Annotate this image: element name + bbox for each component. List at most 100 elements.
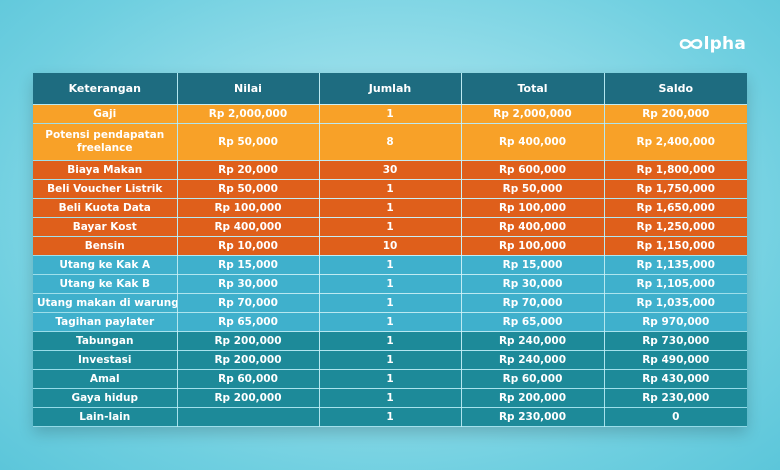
keterangan-cell: Amal (33, 369, 178, 389)
keterangan-cell: Bayar Kost (33, 217, 178, 237)
jumlah-cell: 1 (319, 293, 462, 313)
saldo-cell: Rp 1,150,000 (604, 236, 747, 256)
nilai-cell: Rp 60,000 (177, 369, 320, 389)
total-cell: Rp 100,000 (461, 236, 605, 256)
table-row: Tagihan paylater Rp 65,000 1 Rp 65,000 Rp 97… (33, 312, 747, 332)
nilai-cell: Rp 50,000 (177, 179, 320, 199)
jumlah-cell: 1 (319, 198, 462, 218)
budget-table-container: Keterangan Nilai Jumlah Total Saldo Gaji… (33, 73, 747, 427)
nilai-cell: Rp 70,000 (177, 293, 320, 313)
table-row: Utang ke Kak A Rp 15,000 1 Rp 15,000 Rp 1,13… (33, 255, 747, 275)
table-row: Potensi pendapatan freelance Rp 50,000 8 Rp… (33, 123, 747, 161)
table-row: Investasi Rp 200,000 1 Rp 240,000 Rp 490,000 (33, 350, 747, 370)
table-row: Utang ke Kak B Rp 30,000 1 Rp 30,000 Rp 1,10… (33, 274, 747, 294)
table-row: Beli Kuota Data Rp 100,000 1 Rp 100,000 Rp 1… (33, 198, 747, 218)
total-cell: Rp 200,000 (461, 388, 605, 408)
saldo-cell: Rp 1,135,000 (604, 255, 747, 275)
saldo-cell: Rp 1,250,000 (604, 217, 747, 237)
header-total: Total (461, 73, 605, 105)
alpha-logo-icon (679, 38, 702, 50)
nilai-cell: Rp 30,000 (177, 274, 320, 294)
table-body: Gaji Rp 2,000,000 1 Rp 2,000,000 Rp 200,000 P… (33, 104, 747, 427)
total-cell: Rp 400,000 (461, 123, 605, 161)
jumlah-cell: 1 (319, 407, 462, 427)
keterangan-cell: Lain-lain (33, 407, 178, 427)
nilai-cell: Rp 100,000 (177, 198, 320, 218)
jumlah-cell: 1 (319, 274, 462, 294)
saldo-cell: Rp 970,000 (604, 312, 747, 332)
saldo-cell: Rp 730,000 (604, 331, 747, 351)
saldo-cell: Rp 1,105,000 (604, 274, 747, 294)
table-row: Biaya Makan Rp 20,000 30 Rp 600,000 Rp 1,800… (33, 160, 747, 180)
keterangan-cell: Gaya hidup (33, 388, 178, 408)
header-saldo: Saldo (604, 73, 747, 105)
jumlah-cell: 8 (319, 123, 462, 161)
total-cell: Rp 50,000 (461, 179, 605, 199)
nilai-cell (177, 407, 320, 427)
total-cell: Rp 2,000,000 (461, 104, 605, 124)
table-row: Amal Rp 60,000 1 Rp 60,000 Rp 430,000 (33, 369, 747, 389)
jumlah-cell: 30 (319, 160, 462, 180)
saldo-cell: Rp 1,750,000 (604, 179, 747, 199)
nilai-cell: Rp 10,000 (177, 236, 320, 256)
nilai-cell: Rp 15,000 (177, 255, 320, 275)
jumlah-cell: 1 (319, 179, 462, 199)
nilai-cell: Rp 65,000 (177, 312, 320, 332)
keterangan-cell: Tabungan (33, 331, 178, 351)
saldo-cell: 0 (604, 407, 747, 427)
total-cell: Rp 15,000 (461, 255, 605, 275)
nilai-cell: Rp 20,000 (177, 160, 320, 180)
nilai-cell: Rp 200,000 (177, 388, 320, 408)
keterangan-cell: Utang ke Kak A (33, 255, 178, 275)
table-row: Bensin Rp 10,000 10 Rp 100,000 Rp 1,150,000 (33, 236, 747, 256)
table-row: Gaji Rp 2,000,000 1 Rp 2,000,000 Rp 200,000 (33, 104, 747, 124)
saldo-cell: Rp 230,000 (604, 388, 747, 408)
total-cell: Rp 65,000 (461, 312, 605, 332)
keterangan-cell: Investasi (33, 350, 178, 370)
table-row: Beli Voucher Listrik Rp 50,000 1 Rp 50,000 R… (33, 179, 747, 199)
keterangan-cell: Biaya Makan (33, 160, 178, 180)
saldo-cell: Rp 1,650,000 (604, 198, 747, 218)
table-row: Tabungan Rp 200,000 1 Rp 240,000 Rp 730,000 (33, 331, 747, 351)
saldo-cell: Rp 1,035,000 (604, 293, 747, 313)
jumlah-cell: 1 (319, 331, 462, 351)
total-cell: Rp 400,000 (461, 217, 605, 237)
jumlah-cell: 1 (319, 312, 462, 332)
total-cell: Rp 30,000 (461, 274, 605, 294)
nilai-cell: Rp 400,000 (177, 217, 320, 237)
saldo-cell: Rp 2,400,000 (604, 123, 747, 161)
nilai-cell: Rp 2,000,000 (177, 104, 320, 124)
nilai-cell: Rp 50,000 (177, 123, 320, 161)
total-cell: Rp 240,000 (461, 331, 605, 351)
jumlah-cell: 1 (319, 369, 462, 389)
saldo-cell: Rp 1,800,000 (604, 160, 747, 180)
table-row: Lain-lain 1 Rp 230,000 0 (33, 407, 747, 427)
keterangan-cell: Bensin (33, 236, 178, 256)
alpha-logo: lpha (679, 34, 746, 54)
jumlah-cell: 1 (319, 217, 462, 237)
nilai-cell: Rp 200,000 (177, 331, 320, 351)
jumlah-cell: 1 (319, 350, 462, 370)
saldo-cell: Rp 490,000 (604, 350, 747, 370)
header-jumlah: Jumlah (319, 73, 462, 105)
budget-table: Keterangan Nilai Jumlah Total Saldo Gaji… (33, 73, 747, 427)
keterangan-cell: Beli Voucher Listrik (33, 179, 178, 199)
total-cell: Rp 60,000 (461, 369, 605, 389)
keterangan-cell: Tagihan paylater (33, 312, 178, 332)
total-cell: Rp 240,000 (461, 350, 605, 370)
alpha-logo-text: lpha (703, 34, 746, 54)
jumlah-cell: 1 (319, 104, 462, 124)
keterangan-cell: Beli Kuota Data (33, 198, 178, 218)
header-keterangan: Keterangan (33, 73, 178, 105)
total-cell: Rp 230,000 (461, 407, 605, 427)
keterangan-cell: Gaji (33, 104, 178, 124)
total-cell: Rp 70,000 (461, 293, 605, 313)
keterangan-cell: Utang makan di warung (33, 293, 178, 313)
table-header-row: Keterangan Nilai Jumlah Total Saldo (33, 73, 747, 105)
saldo-cell: Rp 430,000 (604, 369, 747, 389)
jumlah-cell: 10 (319, 236, 462, 256)
jumlah-cell: 1 (319, 255, 462, 275)
table-row: Utang makan di warung Rp 70,000 1 Rp 70,000… (33, 293, 747, 313)
total-cell: Rp 600,000 (461, 160, 605, 180)
total-cell: Rp 100,000 (461, 198, 605, 218)
